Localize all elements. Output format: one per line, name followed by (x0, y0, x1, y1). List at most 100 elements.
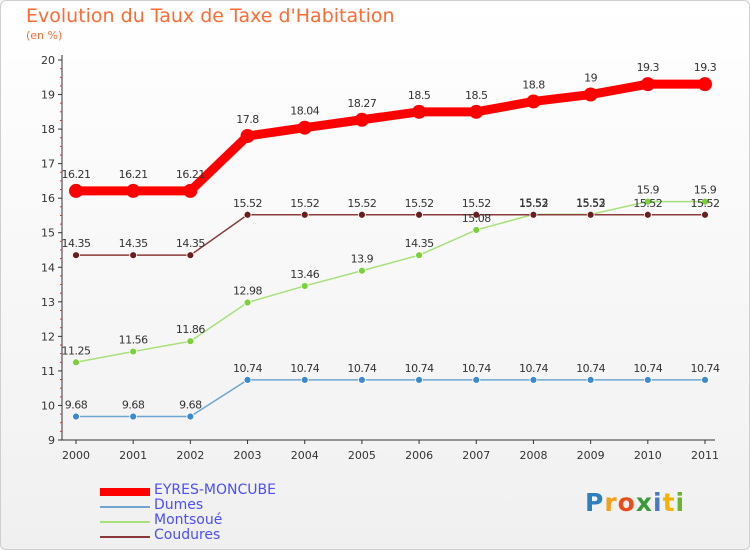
data-point-dumes (186, 412, 195, 421)
legend-label: EYRES-MONCUBE (154, 482, 276, 498)
data-point-eyres-moncube (69, 183, 83, 198)
y-tick-label: 15 (41, 227, 55, 240)
data-point-eyres-moncube (526, 94, 541, 109)
data-label-montsou-: 11.25 (62, 344, 91, 357)
data-point-coudures (643, 210, 652, 219)
data-point-montsou- (472, 226, 481, 234)
data-label-eyres-moncube: 18.8 (522, 78, 545, 91)
x-tick-label: 2004 (291, 449, 319, 462)
data-label-montsou-: 15.53 (519, 196, 548, 209)
data-point-montsou- (129, 347, 138, 356)
data-point-coudures (415, 210, 423, 219)
data-point-coudures (472, 210, 481, 219)
x-tick-label: 2011 (691, 449, 719, 462)
data-point-dumes (415, 375, 423, 384)
logo-letter: x (635, 488, 653, 517)
data-point-dumes (701, 375, 709, 384)
data-label-montsou-: 15.9 (694, 184, 717, 197)
data-label-dumes: 10.74 (462, 362, 491, 375)
data-point-dumes (586, 375, 595, 384)
x-tick-label: 2009 (577, 449, 605, 462)
data-label-dumes: 10.74 (290, 362, 319, 375)
y-tick-label: 12 (41, 330, 55, 343)
data-point-eyres-moncube (297, 120, 312, 135)
data-point-eyres-moncube (240, 129, 255, 143)
data-label-montsou-: 14.35 (405, 237, 434, 250)
data-label-dumes: 9.68 (179, 399, 202, 412)
data-label-coudures: 14.35 (119, 237, 148, 250)
data-label-eyres-moncube: 18.27 (347, 97, 376, 110)
data-label-coudures: 15.52 (576, 197, 605, 210)
data-point-montsou- (701, 197, 709, 206)
y-tick-label: 10 (41, 399, 55, 412)
data-label-dumes: 10.74 (347, 362, 376, 375)
data-point-coudures (186, 251, 195, 260)
data-label-dumes: 10.74 (633, 362, 662, 375)
data-label-eyres-moncube: 19 (584, 72, 597, 85)
logo-letter: P (585, 488, 605, 517)
data-point-eyres-moncube (583, 87, 598, 102)
y-tick-label: 18 (41, 123, 55, 136)
data-point-montsou- (643, 197, 652, 206)
series-line-coudures (76, 214, 705, 256)
data-label-coudures: 15.52 (233, 197, 262, 210)
data-label-eyres-moncube: 16.21 (176, 168, 205, 181)
data-point-eyres-moncube (126, 183, 141, 198)
data-point-dumes (243, 375, 252, 384)
data-label-dumes: 9.68 (65, 399, 88, 412)
legend-swatch (100, 536, 150, 538)
data-point-dumes (529, 375, 538, 384)
data-label-montsou-: 15.9 (637, 184, 660, 197)
logo-letter: o (617, 488, 636, 517)
data-point-eyres-moncube (412, 104, 427, 119)
data-label-eyres-moncube: 19.3 (637, 61, 660, 74)
legend-swatch (100, 506, 150, 508)
data-label-coudures: 14.35 (62, 237, 91, 250)
data-point-coudures (243, 210, 252, 219)
data-label-eyres-moncube: 19.3 (694, 61, 717, 74)
data-label-montsou-: 15.53 (576, 196, 605, 209)
data-label-coudures: 15.52 (347, 197, 376, 210)
data-point-montsou- (300, 282, 309, 290)
data-label-coudures: 15.52 (290, 197, 319, 210)
data-point-montsou- (186, 337, 195, 346)
y-tick-label: 9 (48, 434, 55, 447)
data-point-eyres-moncube (354, 112, 369, 127)
data-point-coudures (701, 210, 709, 219)
logo-letter: i (653, 488, 663, 517)
data-point-coudures (72, 251, 80, 260)
data-label-montsou-: 12.98 (233, 285, 262, 298)
data-point-montsou- (415, 251, 423, 260)
data-label-dumes: 10.74 (691, 362, 720, 375)
data-point-dumes (643, 375, 652, 384)
chart-title: Evolution du Taux de Taxe d'Habitation (26, 5, 395, 27)
data-label-eyres-moncube: 18.04 (290, 105, 319, 118)
proxiti-logo: Proxiti (585, 488, 685, 517)
data-point-dumes (300, 375, 309, 384)
y-tick-label: 17 (41, 158, 55, 171)
data-label-montsou-: 13.46 (290, 268, 319, 281)
data-label-eyres-moncube: 16.21 (62, 168, 91, 181)
data-point-coudures (129, 251, 138, 260)
data-label-coudures: 15.52 (519, 197, 548, 210)
x-tick-label: 2007 (462, 449, 490, 462)
data-label-dumes: 10.74 (233, 362, 262, 375)
data-label-eyres-moncube: 17.8 (236, 113, 259, 126)
x-tick-label: 2001 (119, 449, 147, 462)
data-point-montsou- (358, 266, 366, 275)
data-label-dumes: 10.74 (405, 362, 434, 375)
y-tick-label: 13 (41, 296, 55, 309)
data-point-eyres-moncube (469, 104, 484, 119)
data-point-montsou- (243, 298, 252, 307)
data-label-dumes: 9.68 (122, 399, 145, 412)
series-line-montsou- (75, 200, 705, 364)
data-label-coudures: 15.52 (633, 197, 662, 210)
data-point-coudures (529, 210, 538, 219)
data-point-coudures (586, 210, 595, 219)
data-label-dumes: 10.74 (576, 362, 605, 375)
legend-label: Dumes (154, 497, 204, 513)
y-tick-label: 19 (41, 89, 55, 102)
y-tick-label: 11 (41, 365, 55, 378)
data-point-eyres-moncube (640, 77, 655, 92)
